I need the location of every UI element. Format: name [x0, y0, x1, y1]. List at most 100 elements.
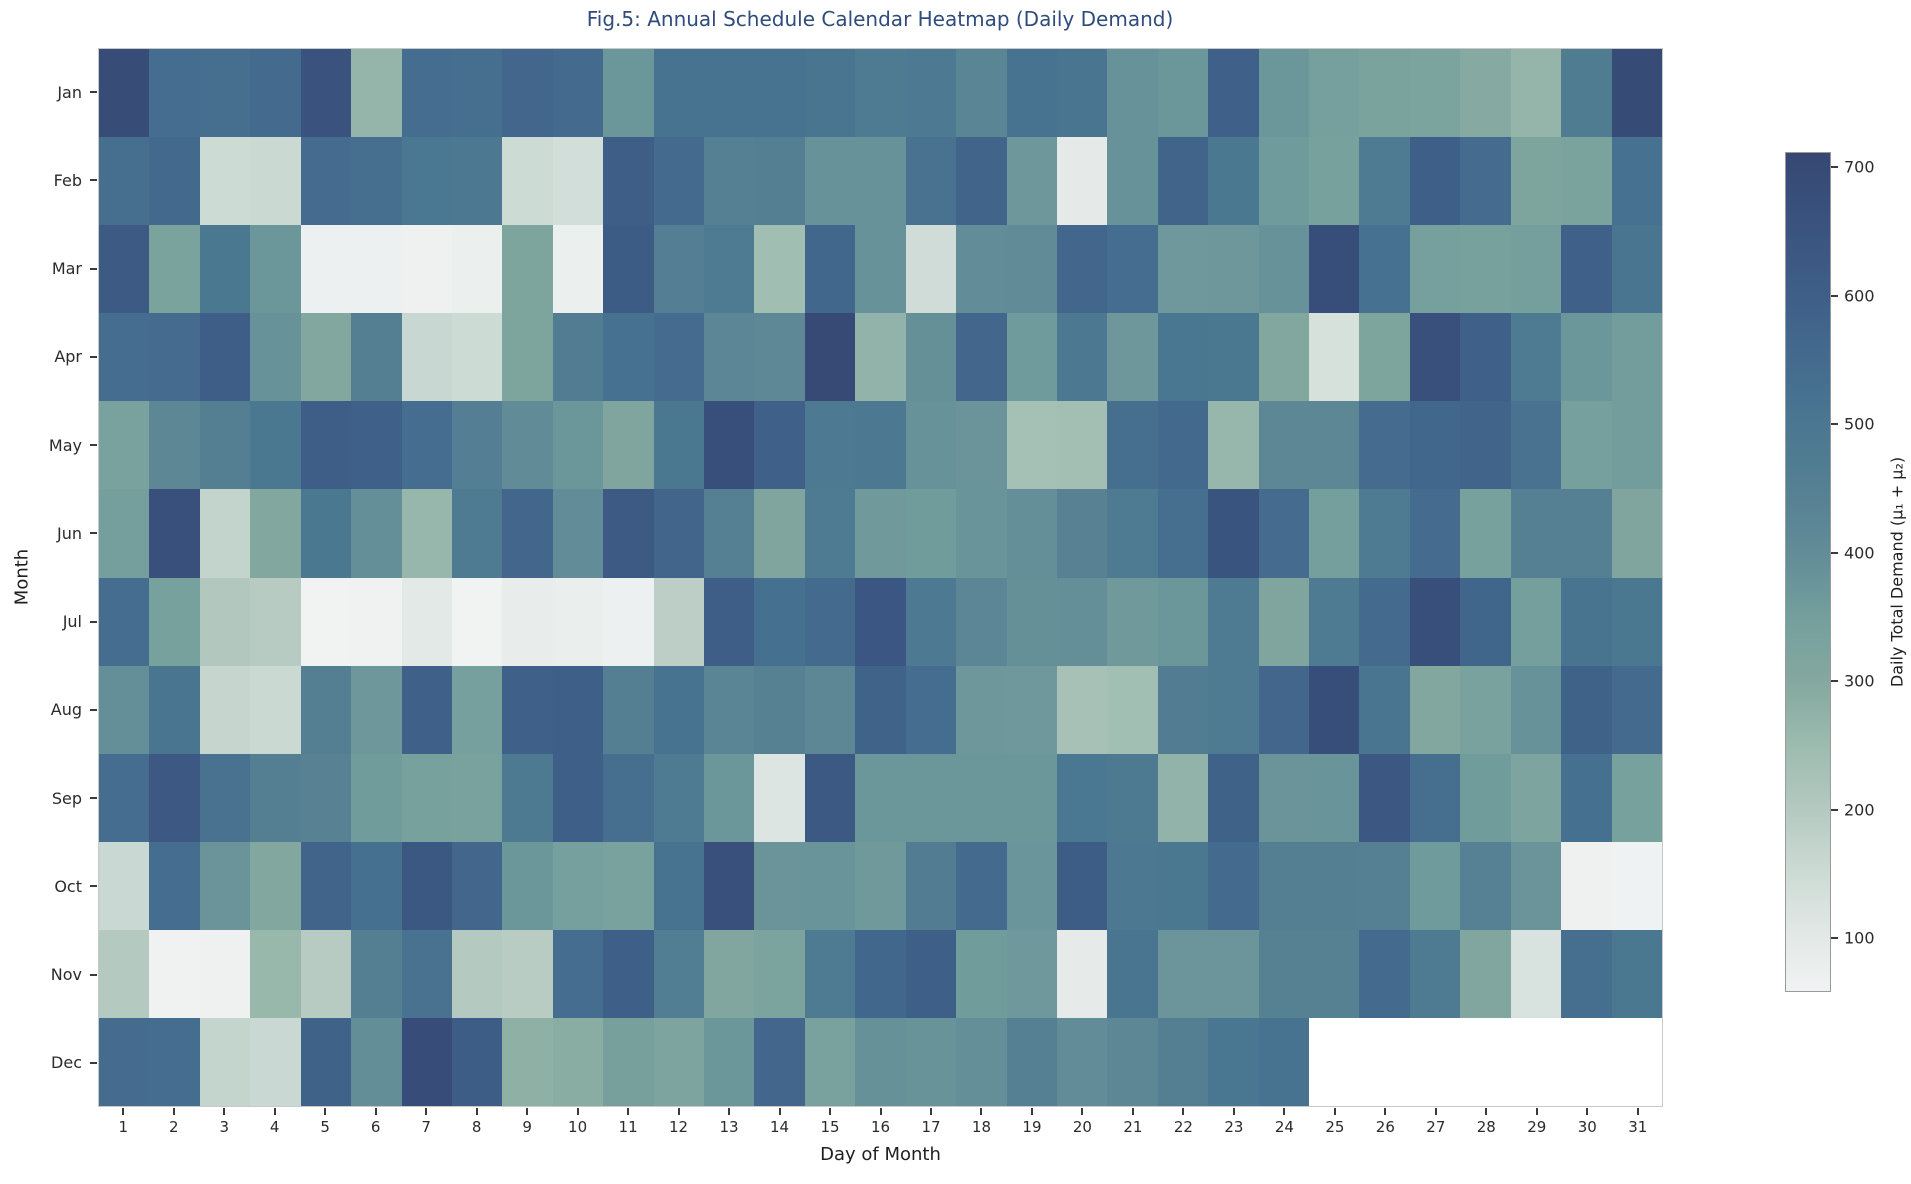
heatmap-cell [502, 401, 553, 490]
y-axis-tick [90, 578, 98, 666]
heatmap-cell [704, 401, 755, 490]
heatmap-cell [1359, 929, 1410, 1018]
heatmap-cell [1359, 401, 1410, 490]
heatmap-cell [754, 1017, 805, 1106]
heatmap-cell [1258, 137, 1310, 226]
heatmap-cell [1460, 665, 1511, 754]
x-axis-tick-label: 5 [320, 1118, 330, 1136]
heatmap-cell [1309, 49, 1360, 138]
heatmap-cell [552, 401, 604, 490]
heatmap-cell [1460, 137, 1511, 226]
heatmap-cell [401, 401, 452, 490]
heatmap-cell [1561, 401, 1612, 490]
heatmap-cell [351, 313, 402, 402]
heatmap-cell [905, 225, 957, 314]
x-axis-tick-label: 30 [1577, 1118, 1597, 1136]
heatmap-cell [351, 929, 402, 1018]
heatmap-cell [1006, 401, 1057, 490]
heatmap-cell [149, 401, 200, 490]
heatmap-cell [1359, 665, 1410, 754]
heatmap-cell [1561, 225, 1612, 314]
y-axis-tick [90, 225, 98, 313]
heatmap-cell [855, 753, 906, 842]
heatmap-cell [1561, 137, 1612, 226]
x-axis-tick [1411, 1108, 1461, 1116]
x-axis-tick [906, 1108, 956, 1116]
x-axis-tick [1562, 1108, 1612, 1116]
heatmap-cell [754, 489, 805, 578]
colorbar-tick-label: 200 [1844, 800, 1875, 820]
heatmap-cell [300, 929, 352, 1018]
heatmap-cell [351, 137, 402, 226]
heatmap-cell [1510, 225, 1562, 314]
colorbar-tick [1831, 680, 1838, 683]
colorbar-tick [1831, 166, 1838, 169]
heatmap-cell [754, 225, 805, 314]
heatmap-cell [1258, 489, 1310, 578]
heatmap-cell [149, 929, 200, 1018]
heatmap-cell [1107, 313, 1158, 402]
colorbar-tick [1831, 423, 1838, 426]
y-axis-tick-label: Sep [51, 788, 82, 808]
heatmap-cell [1006, 753, 1057, 842]
heatmap-cell [704, 577, 755, 666]
heatmap-cell [1460, 753, 1511, 842]
heatmap-cell [1208, 1017, 1259, 1106]
heatmap-cell [804, 313, 856, 402]
y-axis-tick-label: Feb [53, 170, 82, 190]
heatmap-cell [451, 1017, 503, 1106]
heatmap-cell [653, 1017, 705, 1106]
x-axis-tick [754, 1108, 804, 1116]
heatmap-cell [1309, 489, 1360, 578]
heatmap-cell [502, 137, 553, 226]
heatmap-cell [1611, 577, 1662, 666]
x-axis-tick-labels: 1 2 3 4 5 6 7 8 9 10 11 12 13 14 15 16 17 18 19 20 21 22 23 24 2… [98, 1118, 1663, 1138]
heatmap-cell [300, 489, 352, 578]
heatmap-cell [300, 1017, 352, 1106]
heatmap-cell [704, 753, 755, 842]
heatmap-cell [1309, 1017, 1360, 1106]
heatmap-cell [1409, 841, 1461, 930]
heatmap-cell [603, 137, 654, 226]
heatmap-cell [1157, 401, 1209, 490]
x-axis-tick-label: 20 [1072, 1118, 1092, 1136]
heatmap-cell [502, 489, 553, 578]
heatmap-cell [704, 929, 755, 1018]
heatmap-cell [351, 841, 402, 930]
heatmap-cell [704, 665, 755, 754]
y-axis-tick-label: Jan [57, 82, 82, 102]
heatmap-cell [1561, 753, 1612, 842]
y-axis-tick-label: Mar [51, 259, 82, 279]
heatmap-cell [451, 401, 503, 490]
heatmap-cell [855, 1017, 906, 1106]
heatmap-cell [653, 401, 705, 490]
heatmap-cell [1561, 1017, 1612, 1106]
heatmap-cell [552, 313, 604, 402]
heatmap-cell [401, 137, 452, 226]
heatmap-cell [1006, 313, 1057, 402]
heatmap-cell [401, 577, 452, 666]
y-axis-tick [90, 489, 98, 577]
heatmap-cell [250, 665, 301, 754]
heatmap-cell [704, 313, 755, 402]
heatmap-cell [502, 1017, 553, 1106]
heatmap-cell [502, 225, 553, 314]
heatmap-cell [754, 49, 805, 138]
heatmap-cell [956, 313, 1007, 402]
x-axis-tick-label: 22 [1173, 1118, 1193, 1136]
heatmap-cell [401, 929, 452, 1018]
heatmap-cell [1611, 49, 1662, 138]
heatmap-cell [1309, 753, 1360, 842]
x-axis-tick [653, 1108, 703, 1116]
heatmap-cell [804, 841, 856, 930]
heatmap-cell [552, 49, 604, 138]
heatmap-cell [199, 665, 251, 754]
heatmap-cell [704, 1017, 755, 1106]
heatmap-cell [1611, 753, 1662, 842]
y-axis-tick [90, 136, 98, 224]
heatmap-cell [99, 841, 150, 930]
heatmap-cell [855, 49, 906, 138]
heatmap-cell [855, 137, 906, 226]
heatmap-cell [1107, 577, 1158, 666]
heatmap-cell [300, 401, 352, 490]
